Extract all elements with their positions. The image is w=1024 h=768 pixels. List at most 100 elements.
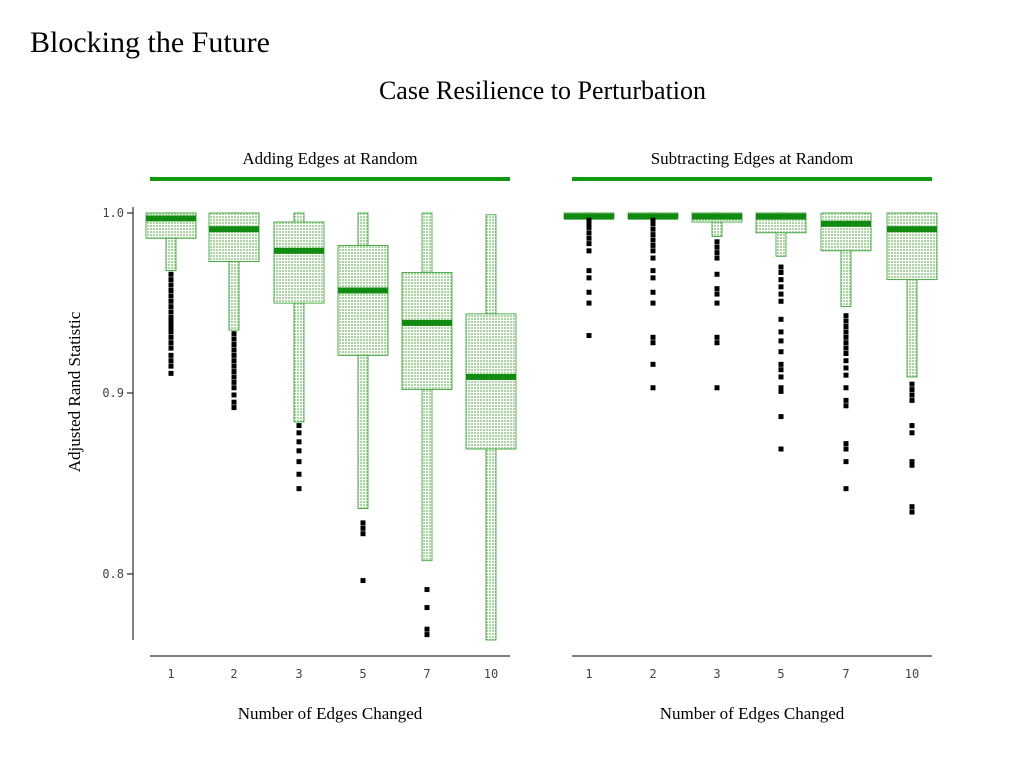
outlier-point bbox=[843, 446, 849, 452]
outlier-point bbox=[586, 275, 592, 281]
outlier-point bbox=[296, 439, 302, 445]
outlier-point bbox=[231, 342, 237, 348]
outlier-point bbox=[296, 423, 302, 429]
outlier-point bbox=[909, 387, 915, 393]
outlier-point bbox=[424, 632, 430, 638]
chart-title: Case Resilience to Perturbation bbox=[378, 76, 707, 105]
whisker bbox=[293, 212, 305, 423]
box-group bbox=[563, 212, 938, 515]
outlier-point bbox=[296, 430, 302, 436]
x-tick-label: 7 bbox=[842, 667, 849, 681]
outlier-point bbox=[714, 340, 720, 346]
outlier-point bbox=[168, 282, 174, 288]
x-ticks: 1 2 3 5 7 10 bbox=[167, 667, 498, 681]
x-tick-label: 3 bbox=[295, 667, 302, 681]
outlier-point bbox=[909, 423, 915, 429]
x-tick-label: 5 bbox=[777, 667, 784, 681]
outlier-point bbox=[231, 392, 237, 398]
y-tick-label: 0.9 bbox=[102, 386, 124, 400]
outlier-point bbox=[778, 291, 784, 297]
outlier-point bbox=[843, 358, 849, 364]
outlier-point bbox=[586, 333, 592, 339]
outlier-point bbox=[714, 291, 720, 297]
outlier-point bbox=[909, 392, 915, 398]
outlier-point bbox=[231, 379, 237, 385]
x-tick-label: 7 bbox=[423, 667, 430, 681]
outlier-point bbox=[586, 235, 592, 241]
median-bar bbox=[821, 220, 871, 227]
x-tick-label: 1 bbox=[585, 667, 592, 681]
outlier-point bbox=[778, 298, 784, 304]
outlier-point bbox=[778, 374, 784, 380]
outlier-point bbox=[168, 370, 174, 376]
outlier-point bbox=[650, 226, 656, 232]
outlier-point bbox=[843, 313, 849, 319]
outlier-point bbox=[231, 399, 237, 405]
outlier-point bbox=[586, 289, 592, 295]
outlier-point bbox=[909, 459, 915, 465]
outlier-point bbox=[360, 531, 366, 537]
outlier-point bbox=[231, 331, 237, 337]
outlier-point bbox=[778, 388, 784, 394]
outlier-point bbox=[843, 403, 849, 409]
outlier-point bbox=[231, 385, 237, 391]
outlier-point bbox=[360, 525, 366, 531]
outlier-point bbox=[586, 241, 592, 247]
outlier-point bbox=[909, 397, 915, 403]
outlier-point bbox=[168, 352, 174, 358]
box bbox=[465, 313, 517, 450]
outlier-point bbox=[650, 268, 656, 274]
y-axis-label: Adjusted Rand Statistic bbox=[65, 311, 84, 472]
outlier-point bbox=[168, 298, 174, 304]
x-tick-label: 3 bbox=[713, 667, 720, 681]
outlier-point bbox=[586, 217, 592, 223]
outlier-point bbox=[231, 358, 237, 364]
outlier-point bbox=[586, 221, 592, 227]
x-axis-label: Number of Edges Changed bbox=[660, 704, 845, 723]
outlier-point bbox=[650, 289, 656, 295]
median-bar bbox=[887, 226, 937, 233]
outlier-point bbox=[168, 345, 174, 351]
outlier-point bbox=[168, 277, 174, 283]
x-tick-label: 2 bbox=[230, 667, 237, 681]
panel-title: Subtracting Edges at Random bbox=[651, 149, 854, 168]
outlier-point bbox=[778, 284, 784, 290]
outlier-point bbox=[714, 385, 720, 391]
outlier-point bbox=[168, 363, 174, 369]
outlier-point bbox=[586, 248, 592, 254]
x-tick-label: 10 bbox=[905, 667, 919, 681]
y-tick-label: 1.0 bbox=[102, 206, 124, 220]
outlier-point bbox=[360, 578, 366, 584]
outlier-point bbox=[296, 448, 302, 454]
outlier-point bbox=[843, 340, 849, 346]
outlier-point bbox=[424, 605, 430, 611]
outlier-point bbox=[778, 349, 784, 355]
outlier-point bbox=[778, 367, 784, 373]
outlier-point bbox=[168, 271, 174, 277]
outlier-point bbox=[843, 397, 849, 403]
outlier-point bbox=[778, 269, 784, 275]
outlier-point bbox=[231, 405, 237, 411]
outlier-point bbox=[909, 462, 915, 468]
outlier-point bbox=[231, 336, 237, 342]
outlier-point bbox=[714, 286, 720, 292]
outlier-point bbox=[778, 385, 784, 391]
outlier-point bbox=[650, 340, 656, 346]
outlier-point bbox=[909, 381, 915, 387]
outlier-point bbox=[909, 509, 915, 515]
outlier-point bbox=[424, 626, 430, 632]
outlier-point bbox=[843, 329, 849, 335]
panel-subtracting: Subtracting Edges at Random 1 2 3 5 7 10… bbox=[563, 149, 938, 723]
outlier-point bbox=[778, 316, 784, 322]
outlier-point bbox=[843, 351, 849, 357]
median-bar bbox=[756, 213, 806, 220]
outlier-point bbox=[843, 365, 849, 371]
outlier-point bbox=[168, 329, 174, 335]
median-bar bbox=[466, 373, 516, 380]
outlier-point bbox=[778, 329, 784, 335]
outlier-point bbox=[778, 338, 784, 344]
outlier-point bbox=[296, 486, 302, 492]
outlier-point bbox=[843, 486, 849, 492]
outlier-point bbox=[843, 372, 849, 378]
